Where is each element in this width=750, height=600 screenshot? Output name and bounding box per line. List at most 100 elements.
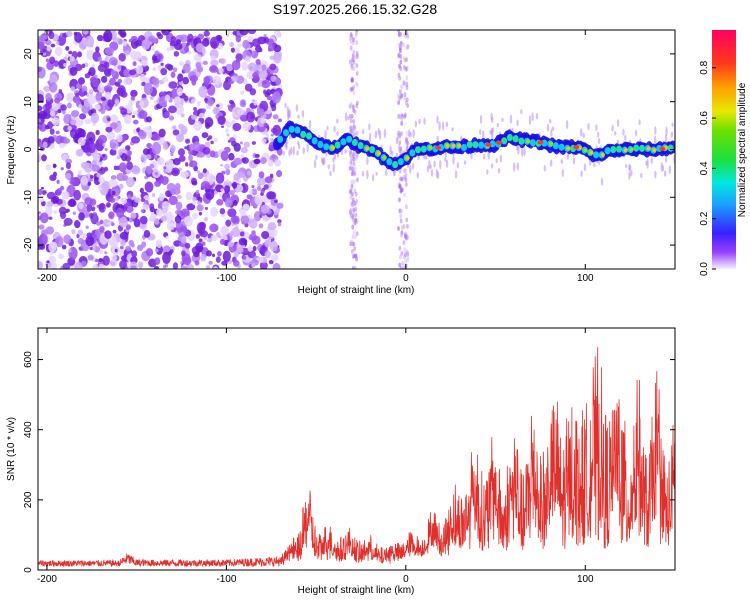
streak-blob xyxy=(397,100,401,106)
noise-blob xyxy=(110,221,114,225)
noise-blob xyxy=(68,50,73,55)
noise-blob xyxy=(161,201,170,212)
noise-blob xyxy=(229,99,234,105)
noise-blob xyxy=(252,71,259,79)
streak-blob xyxy=(354,212,358,218)
scatter-blob xyxy=(549,159,553,167)
noise-blob xyxy=(172,67,178,73)
streak-blob xyxy=(405,30,409,35)
noise-blob xyxy=(186,42,190,47)
ridge-peak xyxy=(566,146,571,151)
noise-blob xyxy=(38,260,44,269)
streak-blob xyxy=(356,177,359,183)
ridge-peak xyxy=(376,151,382,156)
ridge-peak xyxy=(548,141,554,146)
streak-blob xyxy=(406,251,410,257)
scatter-blob xyxy=(512,162,516,173)
streak-blob xyxy=(352,37,355,43)
streak-blob xyxy=(404,250,407,256)
noise-blob xyxy=(45,39,52,46)
streak-blob xyxy=(349,102,353,108)
noise-blob xyxy=(104,47,115,56)
noise-blob xyxy=(192,200,196,206)
snr-xtick-label: 100 xyxy=(577,574,594,585)
noise-blob xyxy=(90,112,100,124)
noise-blob xyxy=(43,85,51,92)
scatter-blob xyxy=(302,147,305,155)
scatter-blob xyxy=(433,160,436,168)
ridge-peak xyxy=(525,139,531,144)
noise-blob xyxy=(189,160,198,168)
streak-blob xyxy=(349,213,353,219)
ridge-peak xyxy=(646,146,651,151)
streak-blob xyxy=(353,253,357,259)
noise-blob xyxy=(58,253,64,260)
noise-blob xyxy=(274,30,282,38)
noise-blob xyxy=(104,251,108,255)
scatter-blob xyxy=(470,152,473,160)
noise-blob xyxy=(87,254,94,261)
ridge-core xyxy=(294,126,301,134)
streak-blob xyxy=(351,197,355,203)
streak-blob xyxy=(400,261,404,266)
noise-blob xyxy=(77,77,85,85)
noise-blob xyxy=(217,115,226,126)
streak-blob xyxy=(351,191,354,197)
chart-title: S197.2025.266.15.32.G28 xyxy=(273,1,437,17)
noise-blob xyxy=(128,99,134,107)
scatter-blob xyxy=(395,152,399,159)
streak-blob xyxy=(399,218,403,224)
scatter-blob xyxy=(288,149,291,157)
noise-blob xyxy=(116,207,125,218)
noise-blob xyxy=(111,190,116,196)
noise-blob xyxy=(50,43,56,48)
streak-blob xyxy=(355,71,359,76)
noise-blob xyxy=(217,251,222,257)
scatter-blob xyxy=(445,121,449,128)
streak-blob xyxy=(352,153,356,159)
noise-blob xyxy=(132,110,139,116)
streak-blob xyxy=(406,44,410,50)
streak-blob xyxy=(350,183,354,189)
ridge-core xyxy=(552,142,559,150)
noise-blob xyxy=(204,97,209,103)
noise-blob xyxy=(116,156,121,160)
streak-blob xyxy=(350,113,354,119)
noise-blob xyxy=(62,110,66,115)
noise-blob xyxy=(49,262,58,269)
noise-blob xyxy=(107,117,111,122)
noise-blob xyxy=(254,117,258,122)
scatter-blob xyxy=(284,143,287,149)
ridge-core xyxy=(506,133,513,142)
noise-blob xyxy=(186,203,196,211)
noise-blob xyxy=(260,204,270,214)
noise-blob xyxy=(168,115,175,121)
scatter-blob xyxy=(582,132,585,138)
noise-blob xyxy=(125,224,131,230)
streak-blob xyxy=(402,266,406,269)
noise-blob xyxy=(119,260,127,269)
streak-blob xyxy=(349,38,353,44)
streak-blob xyxy=(400,121,404,126)
streak-blob xyxy=(403,95,407,101)
noise-blob xyxy=(276,202,284,209)
noise-blob xyxy=(189,75,199,83)
noise-blob xyxy=(130,212,137,219)
streak-blob xyxy=(400,250,404,256)
noise-blob xyxy=(38,233,48,246)
noise-blob xyxy=(123,114,132,125)
noise-blob xyxy=(38,140,43,148)
noise-blob xyxy=(130,50,138,61)
streak-blob xyxy=(399,59,403,65)
noise-blob xyxy=(178,155,186,162)
noise-blob xyxy=(179,34,189,43)
ridge-peak xyxy=(428,145,433,150)
ridge-core xyxy=(604,147,611,155)
noise-blob xyxy=(89,246,94,251)
noise-blob xyxy=(264,176,273,184)
noise-blob xyxy=(246,111,256,123)
noise-blob xyxy=(191,180,198,186)
ridge-core xyxy=(392,161,399,169)
scatter-blob xyxy=(327,164,330,170)
scatter-blob xyxy=(438,121,441,131)
